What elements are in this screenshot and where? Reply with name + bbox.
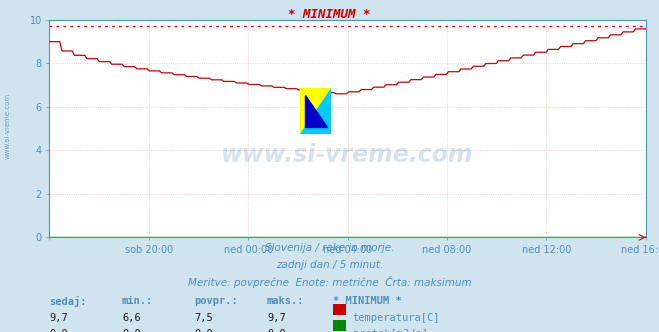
Polygon shape [300,88,331,134]
Text: www.si-vreme.com: www.si-vreme.com [5,93,11,159]
Text: povpr.:: povpr.: [194,296,238,306]
Text: pretok[m3/s]: pretok[m3/s] [353,329,428,332]
Text: * MINIMUM *: * MINIMUM * [288,8,371,21]
Text: 9,7: 9,7 [49,313,68,323]
Text: maks.:: maks.: [267,296,304,306]
Polygon shape [300,88,331,134]
Text: * MINIMUM *: * MINIMUM * [333,296,401,306]
Text: 7,5: 7,5 [194,313,213,323]
Text: Meritve: povprečne  Enote: metrične  Črta: maksimum: Meritve: povprečne Enote: metrične Črta:… [188,276,471,288]
Text: sedaj:: sedaj: [49,296,87,307]
Text: zadnji dan / 5 minut.: zadnji dan / 5 minut. [276,260,383,270]
Text: 9,7: 9,7 [267,313,285,323]
Text: temperatura[C]: temperatura[C] [353,313,440,323]
Text: 0,0: 0,0 [49,329,68,332]
Text: 6,6: 6,6 [122,313,140,323]
Text: www.si-vreme.com: www.si-vreme.com [221,143,474,167]
Text: Slovenija / reke in morje.: Slovenija / reke in morje. [265,243,394,253]
Text: 0,0: 0,0 [267,329,285,332]
Text: 0,0: 0,0 [194,329,213,332]
Text: min.:: min.: [122,296,153,306]
Polygon shape [304,95,327,127]
Text: 0,0: 0,0 [122,329,140,332]
